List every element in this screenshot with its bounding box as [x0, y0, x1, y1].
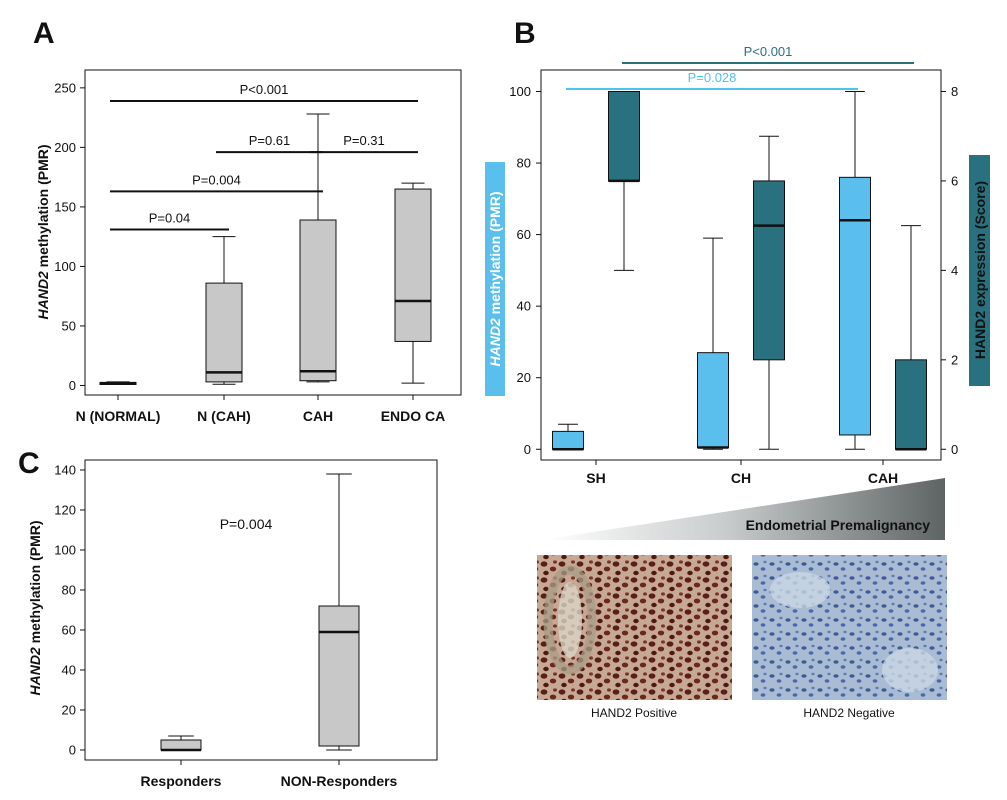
- panel-b-right-ylabel: HAND2 expression (Score): [972, 181, 988, 359]
- hand2-negative-caption: HAND2 Negative: [803, 706, 895, 720]
- hand2-positive-caption: HAND2 Positive: [591, 706, 677, 720]
- panel-b-left-ylabel: HAND2 methylation (PMR): [487, 191, 503, 366]
- panel-b-right-ytick-label: 0: [951, 442, 958, 457]
- gland-structure-left: [543, 565, 597, 675]
- panel-a-ytick-label: 100: [54, 259, 76, 274]
- panel-a-box-1-box: [205, 282, 243, 383]
- panel-label-a: A: [33, 17, 55, 50]
- panel-b-chart: HAND2 methylation (PMR) HAND2 expression…: [485, 44, 990, 540]
- panel-a-ytick-label: 250: [54, 80, 76, 95]
- panel-a-pvalue: P=0.31: [343, 133, 385, 148]
- panel-c-ytick-label: 20: [62, 703, 76, 718]
- panel-c-box-0-box: [160, 739, 202, 751]
- panel-c-ytick-label: 120: [54, 503, 76, 518]
- panel-c-ytick-label: 100: [54, 543, 76, 558]
- panel-b-left-ytick-label: 0: [524, 442, 531, 457]
- panel-b-right-ylabel-bg: [969, 155, 990, 386]
- panel-c-ytick-label: 0: [69, 743, 76, 758]
- panel-a-ytick-label: 150: [54, 199, 76, 214]
- panel-a-category-label: N (NORMAL): [76, 408, 161, 424]
- panel-a-pvalue: P<0.001: [240, 82, 289, 97]
- panel-b-category-label: CH: [731, 470, 751, 486]
- panel-a-pvalue: P=0.04: [149, 211, 191, 226]
- gland-lumen-right-1: [770, 572, 830, 608]
- gland-lumen-right-2: [882, 648, 938, 692]
- panel-c-ytick-label: 60: [62, 623, 76, 638]
- panel-b-frame: [540, 69, 942, 461]
- panel-c-frame: [84, 459, 438, 761]
- panel-a-box-3-box: [394, 188, 432, 342]
- panel-c-box-1-box: [318, 605, 360, 747]
- panel-a-chart: HAND2 methylation (PMR) 0 50 100 150 200 250 N…: [35, 69, 462, 424]
- panel-a-ytick-label: 50: [62, 318, 76, 333]
- panel-a-ylabel: HAND2 methylation (PMR): [35, 144, 51, 319]
- panel-a-box-2-box: [299, 219, 337, 382]
- panel-b-series-0-box-2-box: [839, 176, 871, 436]
- premalignancy-gradient: [541, 478, 945, 540]
- panel-b-series-0-box-0-box: [552, 430, 584, 450]
- panel-b-left-ytick-label: 60: [517, 227, 531, 242]
- panel-c-category-label: NON-Responders: [281, 773, 398, 789]
- panel-c-pvalue: P=0.004: [220, 516, 273, 532]
- panel-b-pvalue: P=0.028: [688, 70, 737, 85]
- panel-b-pvalue: P<0.001: [744, 44, 793, 59]
- panel-b-series-1-box-0-box: [608, 90, 640, 182]
- premalignancy-label: Endometrial Premalignancy: [746, 517, 931, 533]
- panel-c-ytick-label: 80: [62, 583, 76, 598]
- panel-b-left-ylabel-bg: [485, 162, 505, 396]
- panel-c-ytick-label: 140: [54, 463, 76, 478]
- panel-c-ytick-label: 40: [62, 663, 76, 678]
- panel-b-series-1-box-2-box: [895, 359, 927, 450]
- panel-b-left-ytick-label: 80: [517, 156, 531, 171]
- panel-b-series-0-box-1-box: [697, 352, 729, 448]
- panel-b-category-label: CAH: [868, 470, 898, 486]
- panel-b-category-label: SH: [586, 470, 605, 486]
- panel-b-right-ytick-label: 6: [951, 173, 958, 188]
- panel-a-ytick-label: 200: [54, 140, 76, 155]
- panel-c-chart: HAND2 methylation (PMR) 0 20 40 60 80 100 120 1…: [27, 459, 438, 789]
- panel-c-ylabel: HAND2 methylation (PMR): [27, 520, 43, 695]
- panel-a-category-label: ENDO CA: [381, 408, 446, 424]
- panel-a-category-label: CAH: [303, 408, 333, 424]
- panel-a-frame: [84, 69, 462, 396]
- panel-c-category-label: Responders: [141, 773, 222, 789]
- panel-label-b: B: [514, 17, 536, 50]
- panel-b-left-ytick-label: 100: [509, 84, 531, 99]
- panel-b-series-1-box-1-box: [753, 180, 785, 361]
- panel-b-right-ytick-label: 2: [951, 352, 958, 367]
- gland-lumen-left: [558, 582, 582, 658]
- panel-label-c: C: [18, 447, 40, 480]
- panel-b-right-ytick-label: 4: [951, 263, 958, 278]
- panel-a-pvalue: P=0.61: [249, 133, 291, 148]
- panel-b-left-ytick-label: 40: [517, 299, 531, 314]
- panel-a-ytick-label: 0: [69, 378, 76, 393]
- panel-b-left-ytick-label: 20: [517, 370, 531, 385]
- panel-a-category-label: N (CAH): [197, 408, 251, 424]
- panel-a-pvalue: P=0.004: [192, 172, 241, 187]
- panel-b-right-ytick-label: 8: [951, 84, 958, 99]
